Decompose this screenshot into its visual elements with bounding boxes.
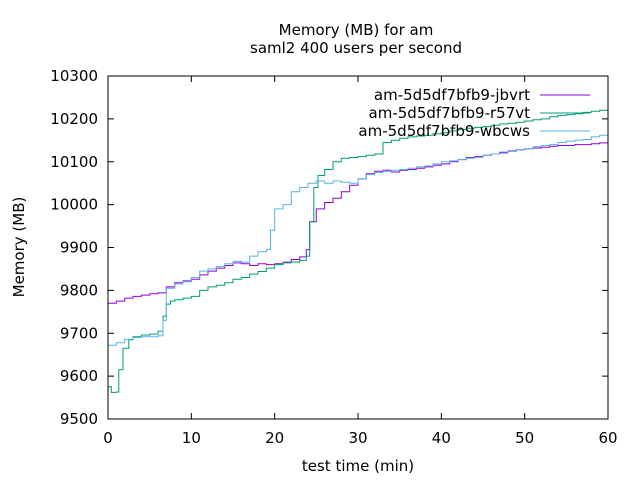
x-tick-label: 30: [348, 429, 367, 447]
legend: am-5d5df7bfb9-jbvrtam-5d5df7bfb9-r57vtam…: [358, 86, 590, 140]
series-line-am-5d5df7bfb9-r57vt: [108, 109, 608, 393]
series-line-am-5d5df7bfb9-wbcws: [108, 134, 608, 346]
legend-label: am-5d5df7bfb9-r57vt: [369, 104, 531, 122]
legend-label: am-5d5df7bfb9-wbcws: [358, 122, 530, 140]
series-line-am-5d5df7bfb9-jbvrt: [108, 142, 609, 304]
x-axis: 0 10 20 30 40 50 60: [103, 76, 618, 447]
y-tick-label: 10000: [50, 196, 98, 214]
plot-area: [108, 109, 609, 393]
x-tick-label: 60: [598, 429, 617, 447]
y-tick-label: 9600: [60, 367, 98, 385]
y-tick-label: 10100: [50, 153, 98, 171]
chart-subtitle: saml2 400 users per second: [250, 39, 462, 57]
x-tick-label: 50: [515, 429, 534, 447]
y-tick-label: 10300: [50, 67, 98, 85]
y-tick-label: 9700: [60, 324, 98, 342]
y-tick-label: 10200: [50, 110, 98, 128]
y-axis: 9500 9600 9700 9800 9900 10000 10100 10200 10300: [50, 67, 608, 428]
x-tick-label: 10: [182, 429, 201, 447]
y-axis-label: Memory (MB): [10, 197, 28, 298]
x-axis-label: test time (min): [302, 457, 414, 475]
chart-title: Memory (MB) for am: [279, 21, 434, 39]
x-tick-label: 20: [265, 429, 284, 447]
legend-label: am-5d5df7bfb9-jbvrt: [374, 86, 530, 104]
x-tick-label: 40: [432, 429, 451, 447]
y-tick-label: 9800: [60, 281, 98, 299]
x-tick-label: 0: [103, 429, 113, 447]
y-tick-label: 9900: [60, 239, 98, 257]
y-tick-label: 9500: [60, 410, 98, 428]
